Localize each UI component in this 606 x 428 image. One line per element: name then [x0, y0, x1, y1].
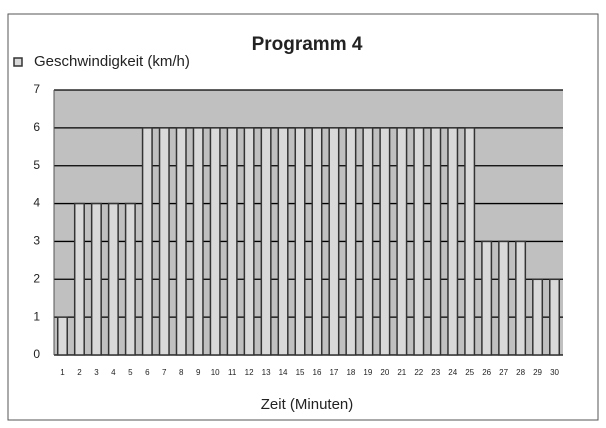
y-tick-label: 2	[33, 271, 40, 285]
bar	[56, 316, 68, 356]
bar	[345, 127, 357, 356]
y-tick-label: 1	[33, 309, 40, 323]
x-tick-label: 16	[313, 368, 322, 377]
y-tick-label: 5	[33, 158, 40, 172]
x-tick-label: 23	[431, 368, 440, 377]
bar	[141, 127, 153, 356]
x-tick-label: 4	[111, 368, 116, 377]
bar	[175, 127, 187, 356]
x-tick-label: 21	[397, 368, 406, 377]
bar	[73, 202, 85, 356]
x-tick-label: 8	[179, 368, 184, 377]
bar	[107, 202, 119, 356]
bar	[192, 127, 204, 356]
x-tick-label: 30	[550, 368, 559, 377]
x-tick-label: 5	[128, 368, 133, 377]
x-tick-label: 26	[482, 368, 491, 377]
bar	[362, 127, 374, 356]
x-axis-label: Zeit (Minuten)	[261, 396, 354, 413]
x-tick-label: 19	[363, 368, 372, 377]
chart-title: Programm 4	[252, 34, 363, 55]
x-tick-label: 10	[211, 368, 220, 377]
bar	[209, 127, 221, 356]
x-tick-label: 13	[262, 368, 271, 377]
bar	[447, 127, 459, 356]
x-tick-label: 11	[228, 368, 237, 377]
bar	[311, 127, 323, 356]
x-tick-label: 29	[533, 368, 542, 377]
bar	[90, 202, 102, 356]
bar	[379, 127, 391, 356]
bar	[532, 278, 544, 356]
bar	[430, 127, 442, 356]
bar	[260, 127, 272, 356]
bar	[294, 127, 306, 356]
x-tick-label: 27	[499, 368, 508, 377]
x-tick-label: 22	[414, 368, 423, 377]
bar	[243, 127, 255, 356]
bar	[124, 202, 136, 356]
x-tick-label: 9	[196, 368, 201, 377]
x-tick-label: 6	[145, 368, 150, 377]
bar	[226, 127, 238, 356]
x-tick-label: 25	[465, 368, 474, 377]
x-tick-label: 24	[448, 368, 457, 377]
y-tick-label: 7	[33, 82, 40, 96]
bar	[396, 127, 408, 356]
x-tick-label: 28	[516, 368, 525, 377]
legend-swatch	[13, 57, 23, 67]
x-tick-label: 7	[162, 368, 167, 377]
bar	[498, 240, 510, 356]
legend-label: Geschwindigkeit (km/h)	[34, 53, 190, 70]
x-tick-label: 12	[245, 368, 254, 377]
bar	[549, 278, 561, 356]
x-tick-label: 1	[60, 368, 65, 377]
bar	[515, 240, 527, 356]
y-tick-label: 6	[33, 120, 40, 134]
y-tick-label: 0	[33, 347, 40, 361]
bar	[158, 127, 170, 356]
y-tick-label: 3	[33, 234, 40, 248]
bar	[413, 127, 425, 356]
x-tick-label: 15	[296, 368, 305, 377]
bar	[277, 127, 289, 356]
x-tick-label: 20	[380, 368, 389, 377]
y-tick-label: 4	[33, 196, 40, 210]
x-tick-label: 3	[94, 368, 99, 377]
bar	[464, 127, 476, 356]
x-tick-label: 17	[329, 368, 338, 377]
x-tick-label: 2	[77, 368, 82, 377]
x-tick-label: 18	[346, 368, 355, 377]
x-tick-label: 14	[279, 368, 288, 377]
bar	[481, 240, 493, 356]
plot-area	[54, 90, 563, 355]
bar	[328, 127, 340, 356]
